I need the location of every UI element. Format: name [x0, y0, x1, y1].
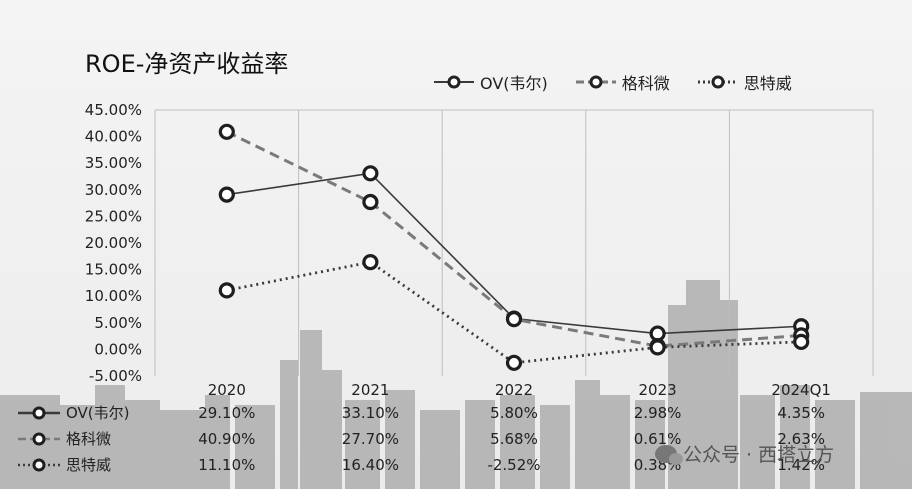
chart-title: ROE-净资产收益率	[85, 50, 289, 78]
table-row-header: 格科微	[66, 430, 111, 448]
data-label: 0.61%	[634, 430, 682, 448]
legend-swatch-solid	[434, 75, 474, 89]
data-point	[362, 254, 379, 271]
data-label: 1.42%	[777, 456, 825, 474]
series-line-2	[226, 260, 802, 365]
y-tick-label: 10.00%	[85, 287, 142, 305]
data-point	[505, 354, 523, 371]
table-swatch-marker	[32, 458, 46, 472]
skyline-building	[600, 395, 630, 489]
skyline-building	[780, 385, 810, 489]
data-point	[793, 333, 810, 350]
table-swatch-marker	[32, 432, 46, 446]
skyline-building	[205, 395, 230, 489]
data-label: -2.52%	[487, 456, 540, 474]
skyline-building	[860, 392, 912, 489]
y-tick-label: 40.00%	[85, 128, 142, 146]
skyline-building	[668, 305, 686, 489]
y-tick-label: -5.00%	[89, 367, 142, 385]
data-label: 2.63%	[777, 430, 825, 448]
skyline-building	[55, 405, 95, 489]
skyline-building	[540, 405, 570, 489]
skyline-building	[465, 400, 495, 489]
legend-item-sitewei: 思特威	[696, 70, 792, 94]
skyline-building	[300, 330, 322, 489]
watermark: 公众号 · 西塔立方	[655, 440, 834, 467]
x-tick-label: 2020	[208, 381, 246, 399]
y-tick-label: 25.00%	[85, 207, 142, 225]
data-label: 5.68%	[490, 430, 538, 448]
legend-item-gekewei: 格科微	[574, 70, 670, 94]
legend-swatch-dashed	[575, 75, 616, 89]
y-tick-label: 0.00%	[94, 340, 142, 358]
legend: OV(韦尔) 格科微 思特威	[432, 70, 792, 94]
data-label: 33.10%	[342, 404, 399, 422]
y-tick-label: 15.00%	[85, 261, 142, 279]
skyline-building	[235, 405, 275, 489]
watermark-text: 公众号 · 西塔立方	[683, 444, 835, 466]
data-point	[362, 165, 379, 182]
skyline-building	[95, 385, 125, 489]
skyline-building	[635, 400, 665, 489]
x-tick-label: 2024Q1	[771, 381, 831, 399]
y-tick-label: 45.00%	[85, 101, 142, 119]
data-point	[505, 311, 523, 328]
data-point	[362, 193, 379, 211]
x-tick-label: 2023	[639, 381, 677, 399]
skyline-building	[345, 400, 380, 489]
skyline-building	[740, 395, 775, 489]
x-tick-label: 2022	[495, 381, 533, 399]
data-label: 4.35%	[777, 404, 825, 422]
data-label: 11.10%	[198, 456, 255, 474]
table-swatch-marker	[32, 406, 46, 420]
skyline-building	[160, 410, 205, 489]
skyline-building	[280, 360, 298, 489]
table-row-header: 思特威	[66, 456, 111, 474]
skyline-building	[385, 390, 415, 489]
skyline-building	[0, 395, 60, 489]
skyline-building	[575, 380, 600, 489]
y-tick-label: 30.00%	[85, 181, 142, 199]
x-tick-label: 2021	[351, 381, 389, 399]
legend-item-ov: OV(韦尔)	[432, 70, 548, 94]
skyline-background	[0, 280, 912, 489]
skyline-building	[815, 400, 855, 489]
skyline-building	[500, 395, 535, 489]
data-point	[218, 186, 235, 203]
data-point	[649, 339, 666, 356]
skyline-building	[686, 280, 720, 489]
y-tick-label: 20.00%	[85, 234, 142, 252]
legend-label-gekewei: 格科微	[621, 74, 670, 93]
data-label: 2.98%	[634, 404, 682, 422]
legend-swatch-dotted	[697, 75, 738, 89]
skyline-building	[322, 370, 342, 489]
skyline-building	[420, 410, 460, 489]
data-point	[218, 123, 235, 140]
legend-label-ov: OV(韦尔)	[480, 74, 548, 93]
skyline-building	[125, 400, 160, 489]
data-label: 16.40%	[342, 456, 399, 474]
table-row-header: OV(韦尔)	[66, 404, 130, 422]
data-label: 5.80%	[490, 404, 538, 422]
data-label: 27.70%	[342, 430, 399, 448]
data-label: 29.10%	[198, 404, 255, 422]
data-point	[218, 282, 235, 299]
wechat-icon	[655, 444, 683, 465]
data-label: 40.90%	[198, 430, 255, 448]
y-tick-label: 5.00%	[94, 314, 142, 332]
legend-label-sitewei: 思特威	[743, 74, 792, 93]
skyline-building	[720, 300, 738, 489]
y-tick-label: 35.00%	[85, 154, 142, 172]
